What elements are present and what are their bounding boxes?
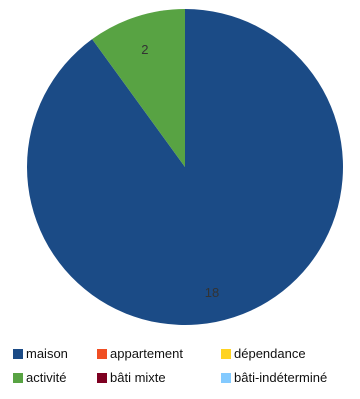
legend-swatch-bati-mixte: [97, 373, 107, 383]
pie-slice-maison: [26, 9, 343, 325]
legend-label-appartement: appartement: [110, 346, 183, 361]
legend-label-dependance: dépendance: [234, 346, 306, 361]
data-label-activite: 2: [141, 42, 148, 57]
pie-slice-activite: [92, 9, 185, 167]
legend-item-appartement: appartement: [97, 346, 183, 361]
pie-slices: [26, 9, 343, 325]
legend-swatch-bati-indetermine: [221, 373, 231, 383]
legend-swatch-appartement: [97, 349, 107, 359]
legend-item-dependance: dépendance: [221, 346, 306, 361]
data-label-maison: 18: [205, 285, 219, 300]
legend-item-maison: maison: [13, 346, 68, 361]
legend-item-activite: activité: [13, 370, 66, 385]
legend-item-bati-mixte: bâti mixte: [97, 370, 166, 385]
legend-label-activite: activité: [26, 370, 66, 385]
legend-label-bati-indetermine: bâti-indéterminé: [234, 370, 327, 385]
legend-swatch-dependance: [221, 349, 231, 359]
legend: maison appartement dépendance activité bâti …: [13, 346, 327, 385]
legend-label-maison: maison: [26, 346, 68, 361]
legend-item-bati-indetermine: bâti-indéterminé: [221, 370, 327, 385]
legend-label-bati-mixte: bâti mixte: [110, 370, 166, 385]
legend-swatch-maison: [13, 349, 23, 359]
legend-swatch-activite: [13, 373, 23, 383]
pie-data-labels: 18 2: [141, 42, 219, 300]
